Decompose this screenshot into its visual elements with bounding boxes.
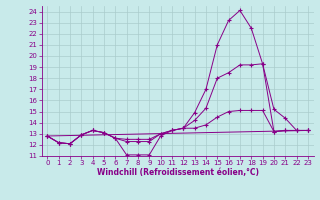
X-axis label: Windchill (Refroidissement éolien,°C): Windchill (Refroidissement éolien,°C) [97, 168, 259, 177]
